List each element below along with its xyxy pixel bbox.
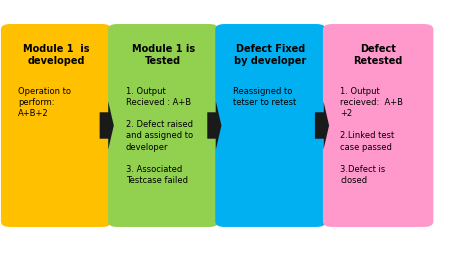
FancyBboxPatch shape xyxy=(215,24,325,227)
Polygon shape xyxy=(207,101,221,150)
Text: Defect Fixed
by developer: Defect Fixed by developer xyxy=(234,44,306,66)
Text: 1. Output
Recieved : A+B

2. Defect raised
and assigned to
developer

3. Associa: 1. Output Recieved : A+B 2. Defect raise… xyxy=(125,87,192,185)
Text: Reassigned to
tetser to retest: Reassigned to tetser to retest xyxy=(232,87,296,107)
FancyBboxPatch shape xyxy=(322,24,432,227)
Text: 1. Output
recieved:  A+B
+2

2.Linked test
case passed

3.Defect is
closed: 1. Output recieved: A+B +2 2.Linked test… xyxy=(340,87,403,185)
Text: Module 1 is
Tested: Module 1 is Tested xyxy=(131,44,195,66)
Polygon shape xyxy=(314,101,328,150)
Text: Module 1  is
developed: Module 1 is developed xyxy=(23,44,89,66)
Polygon shape xyxy=(100,101,113,150)
FancyBboxPatch shape xyxy=(108,24,218,227)
Text: Defect
Retested: Defect Retested xyxy=(353,44,402,66)
Text: Operation to
perform:
A+B+2: Operation to perform: A+B+2 xyxy=(18,87,71,118)
FancyBboxPatch shape xyxy=(1,24,111,227)
